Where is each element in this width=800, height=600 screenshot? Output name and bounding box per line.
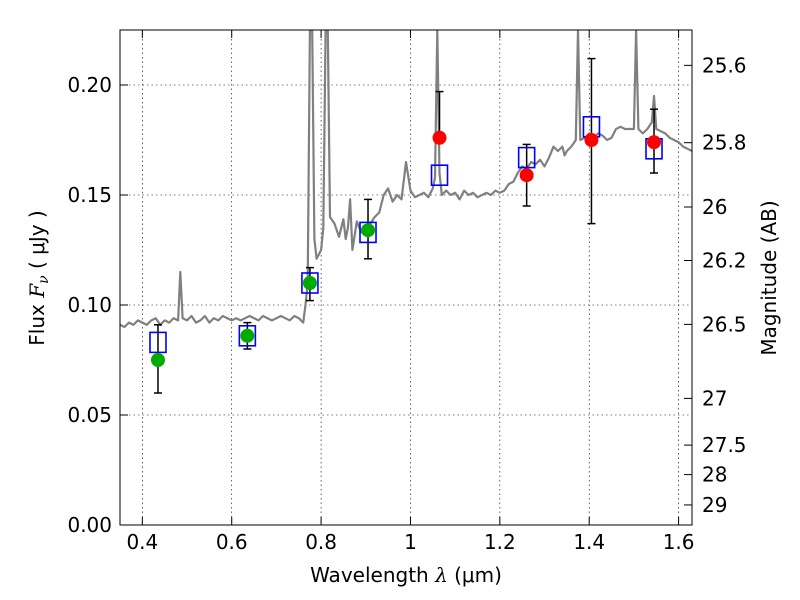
y-axis-title: Flux Fν ( μJy ) bbox=[25, 210, 52, 345]
observed-point-marker bbox=[302, 276, 317, 290]
y-tick-label: 0.00 bbox=[67, 513, 112, 537]
observed-point-marker bbox=[240, 328, 255, 343]
x-tick-label: 1 bbox=[404, 530, 417, 554]
y2-tick-label: 26.2 bbox=[702, 249, 747, 273]
model-square-marker bbox=[359, 221, 377, 244]
y2-tick-label: 25.6 bbox=[702, 53, 747, 77]
y-tick-label: 0.15 bbox=[67, 183, 112, 207]
x-tick-label: 0.6 bbox=[216, 530, 248, 554]
y2-tick-label: 26 bbox=[702, 195, 727, 219]
observed-point-marker bbox=[361, 223, 376, 238]
y2-tick-label: 25.8 bbox=[702, 131, 747, 155]
x-tick-label: 0.8 bbox=[305, 530, 337, 554]
model-square-marker bbox=[517, 146, 536, 169]
observed-point-marker bbox=[150, 353, 165, 367]
plot-frame bbox=[119, 29, 693, 526]
y-tick-label: 0.20 bbox=[67, 73, 112, 97]
y-tick-label: 0.10 bbox=[67, 293, 112, 317]
observed-point-marker bbox=[647, 135, 662, 150]
x-tick-label: 1.4 bbox=[573, 530, 605, 554]
y2-tick-label: 27.5 bbox=[702, 433, 747, 457]
observed-point-marker bbox=[432, 130, 447, 145]
y2-tick-label: 26.5 bbox=[702, 312, 747, 336]
observed-point-marker bbox=[519, 168, 534, 183]
y2-tick-label: 27 bbox=[702, 386, 727, 410]
model-square-marker bbox=[301, 272, 319, 294]
model-square-marker bbox=[149, 331, 167, 354]
observed-point-marker bbox=[584, 133, 599, 147]
square-layer bbox=[149, 116, 663, 354]
plot-background bbox=[120, 30, 692, 525]
circle-layer bbox=[150, 130, 662, 367]
model-square-marker bbox=[430, 164, 449, 186]
x-axis-title: Wavelength λ (μm) bbox=[310, 563, 502, 587]
y2-tick-label: 29 bbox=[702, 493, 727, 517]
x-tick-label: 1.6 bbox=[663, 530, 695, 554]
x-tick-label: 1.2 bbox=[484, 530, 516, 554]
grid bbox=[120, 30, 692, 526]
model-square-marker bbox=[238, 324, 257, 347]
y2-axis-title: Magnitude (AB) bbox=[757, 200, 781, 355]
tick-layer: 0.4 0.6 0.8 1 1.2 1.4 1.6 0.00 0.05 0.10 0.15 0.20 2… bbox=[67, 30, 747, 554]
y-tick-label: 0.05 bbox=[67, 403, 112, 427]
x-tick-label: 0.4 bbox=[126, 530, 158, 554]
y2-tick-label: 28 bbox=[702, 463, 727, 487]
